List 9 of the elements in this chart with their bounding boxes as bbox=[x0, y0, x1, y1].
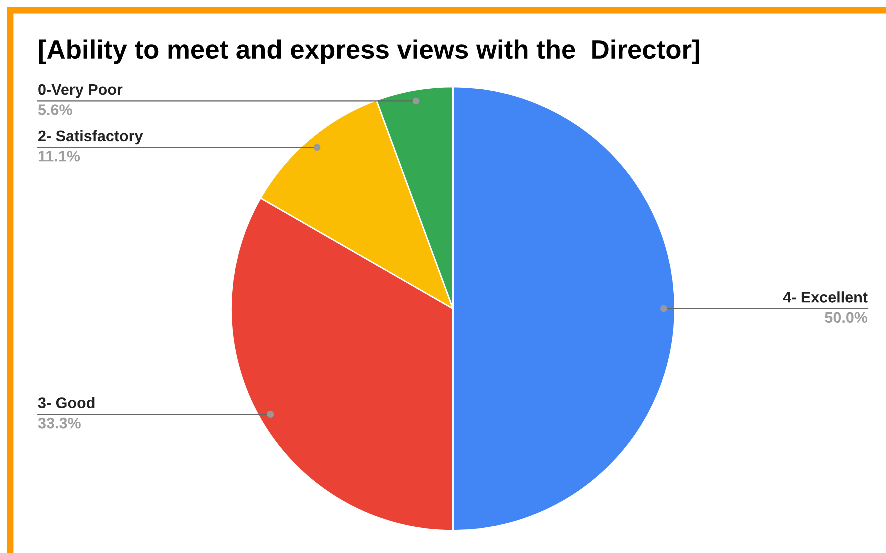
data-label: 33.3% bbox=[38, 418, 81, 429]
data-label: 50.0% bbox=[825, 312, 868, 324]
chart-title: [Ability to meet and express views with the Director] bbox=[39, 40, 700, 64]
slice-label: 2- Satisfactory bbox=[38, 130, 144, 145]
slice-label: 4- Excellent bbox=[783, 292, 868, 303]
slice-label: 3- Good bbox=[38, 397, 95, 409]
data-label: 11.1% bbox=[38, 151, 80, 162]
data-label: 5.6% bbox=[38, 104, 72, 116]
slice-label: 0-Very Poor bbox=[38, 84, 123, 98]
